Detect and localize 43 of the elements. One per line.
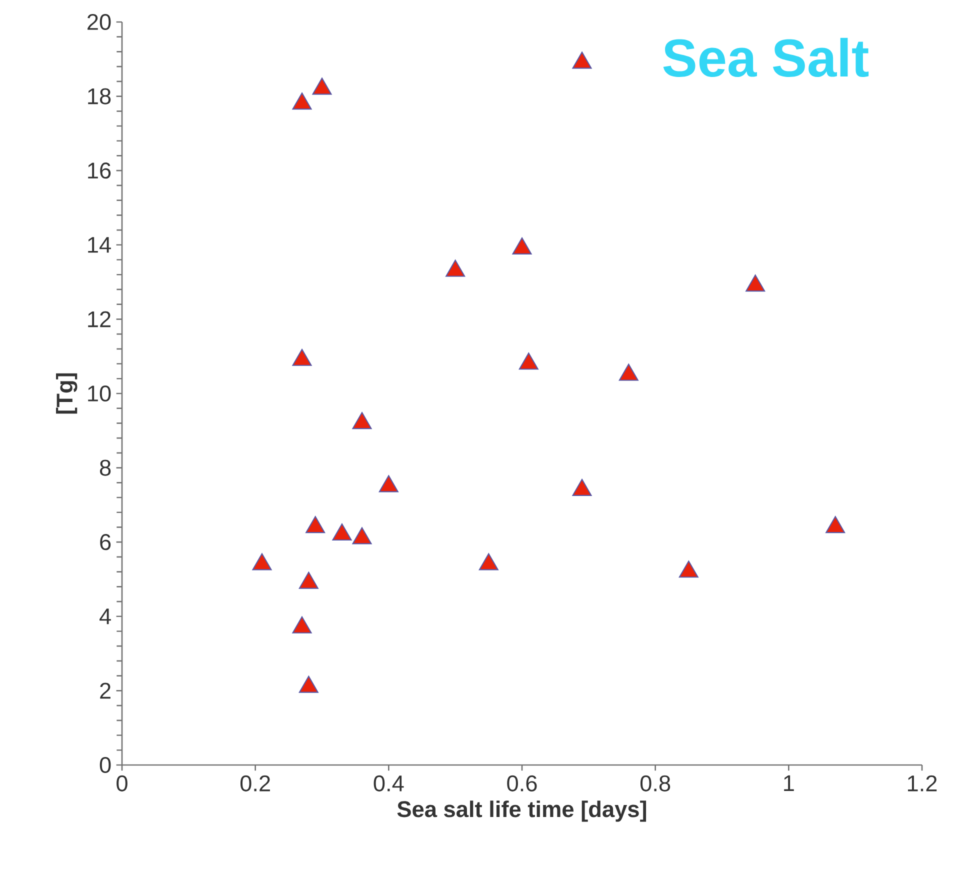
x-axis-title: Sea salt life time [days] — [397, 800, 646, 822]
y-axis-title: [Tg] — [56, 373, 78, 414]
point — [352, 412, 372, 430]
point — [512, 237, 532, 254]
y-tick-label: 20 — [88, 14, 111, 30]
point — [292, 616, 312, 634]
x-tick-label: 0 — [116, 775, 128, 792]
point — [292, 92, 312, 110]
x-tick-label: 1.2 — [908, 775, 937, 792]
x-tick-label: 1 — [784, 775, 794, 791]
point — [378, 475, 398, 492]
y-tick-label: 4 — [100, 608, 111, 624]
y-tick-label: 18 — [88, 88, 111, 104]
y-tick-label: 8 — [100, 460, 111, 476]
y-tick-label: 2 — [100, 682, 110, 699]
y-tick-label: 12 — [88, 311, 110, 328]
point — [572, 52, 592, 69]
point — [306, 516, 326, 534]
annotation: Sea Salt — [663, 38, 869, 78]
y-tick-label: 14 — [88, 237, 111, 253]
point — [678, 560, 698, 578]
point — [332, 523, 352, 541]
x-tick-label: 0.4 — [374, 775, 404, 792]
point — [572, 478, 592, 496]
y-tick-label: 6 — [100, 534, 111, 550]
x-tick-label: 0.2 — [240, 775, 270, 792]
point — [618, 364, 638, 381]
point — [298, 572, 318, 589]
point — [478, 553, 498, 570]
x-tick-label: 0.8 — [640, 775, 670, 792]
point — [252, 553, 272, 570]
point — [312, 78, 332, 95]
point — [292, 348, 312, 366]
point — [518, 352, 538, 370]
point — [446, 260, 466, 277]
y-tick-label: 0 — [100, 756, 111, 774]
y-tick-label: 16 — [88, 162, 111, 179]
x-tick-label: 0.6 — [507, 775, 537, 792]
point — [352, 527, 372, 544]
point — [826, 516, 846, 534]
y-tick-label: 10 — [88, 385, 111, 402]
point — [298, 676, 318, 693]
point — [746, 274, 766, 292]
